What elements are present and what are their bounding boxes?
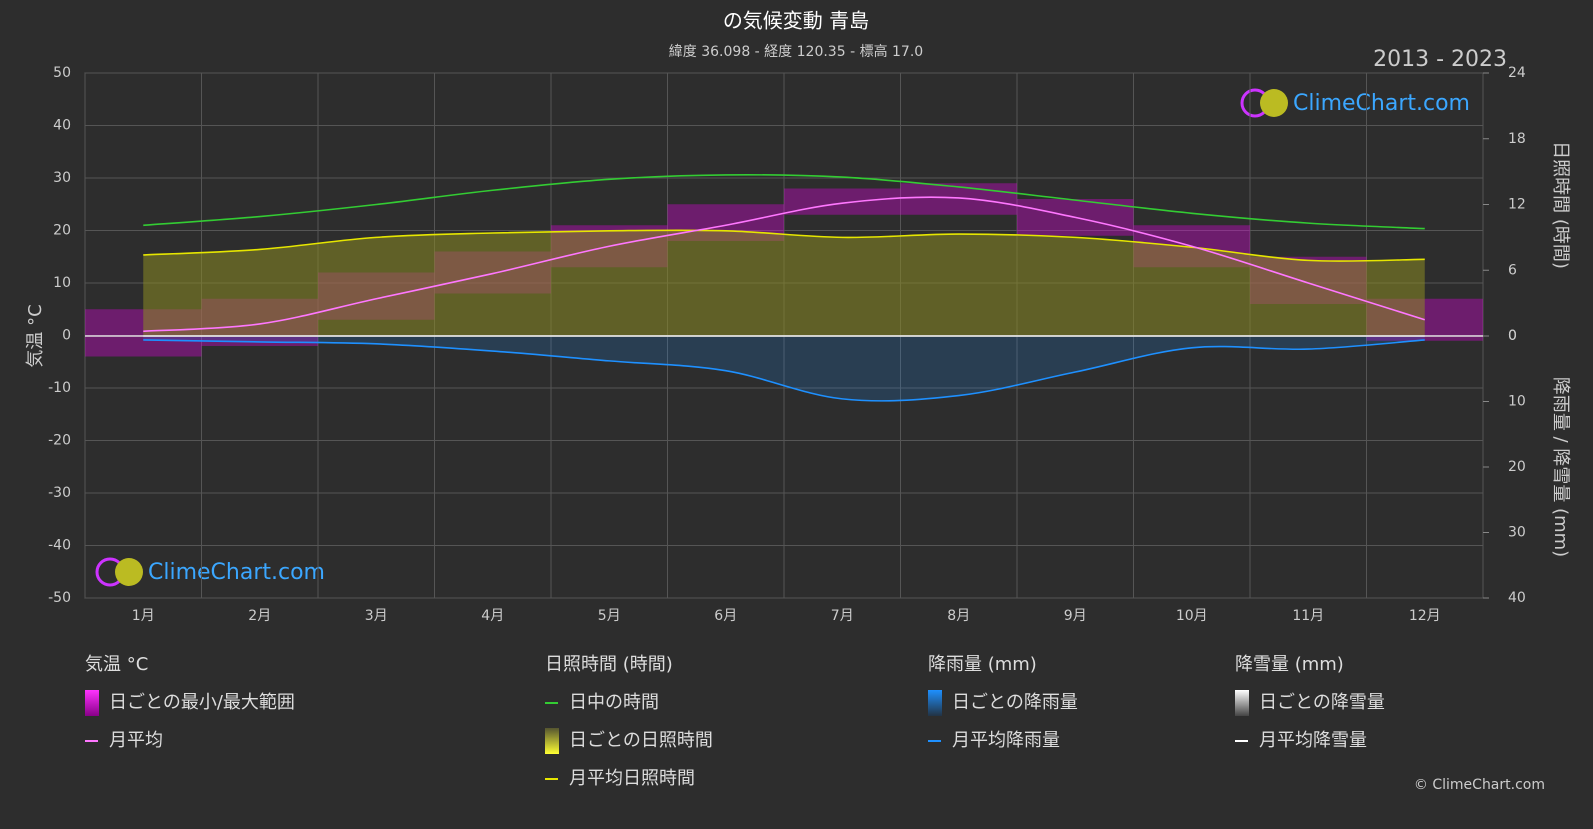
subtitle: 緯度 36.098 - 経度 120.35 - 標高 17.0 (669, 43, 923, 60)
logo-top: ClimeChart.com (1240, 88, 1470, 118)
series-line (143, 196, 1425, 333)
legend-title: 降雨量 (mm) (928, 654, 1037, 675)
chart-title: の気候変動 青島 (723, 9, 869, 33)
y-tick-label: 30 (53, 170, 71, 186)
legend-label: 日ごとの降雪量 (1259, 692, 1385, 713)
y-tick-label: 0 (62, 328, 71, 344)
series-line (143, 339, 1425, 402)
period: 2013 - 2023 (1373, 47, 1507, 72)
legend-swatch (1235, 690, 1249, 716)
x-tick-label: 12月 (1409, 608, 1441, 624)
temp-range (784, 188, 901, 215)
y-tick-label: -10 (48, 380, 71, 396)
legend-label: 日ごとの最小/最大範囲 (109, 692, 295, 713)
y3-tick-label: 0 (1508, 328, 1517, 344)
y-tick-label: 20 (53, 223, 71, 239)
legend-label: 月平均日照時間 (569, 768, 695, 789)
y-tick-label: 10 (53, 275, 71, 291)
x-tick-label: 8月 (947, 608, 970, 624)
x-tick-label: 3月 (365, 608, 388, 624)
legend-swatch (85, 690, 99, 716)
x-tick-label: 6月 (714, 608, 737, 624)
legend-label: 日ごとの降雨量 (952, 692, 1078, 713)
y2-tick-label: 6 (1508, 262, 1517, 278)
y3-tick-label: 40 (1508, 590, 1526, 606)
x-tick-label: 2月 (248, 608, 271, 624)
legend-label: 月平均降雪量 (1259, 730, 1367, 751)
temp-range (900, 183, 1017, 215)
legend-swatch (545, 728, 559, 754)
x-tick-label: 10月 (1176, 608, 1208, 624)
x-tick-label: 11月 (1292, 608, 1324, 624)
y3-tick-label: 10 (1508, 394, 1526, 410)
y-tick-label: 50 (53, 65, 71, 81)
legend-label: 月平均 (109, 730, 163, 751)
y3-axis-label: 降雨量 / 降雪量 (mm) (1550, 377, 1571, 557)
copyright: © ClimeChart.com (1414, 777, 1545, 793)
series-line (143, 229, 1425, 262)
legend-label: 日中の時間 (569, 692, 659, 713)
sunshine-area (143, 230, 1425, 336)
y2-tick-label: 0 (1508, 328, 1517, 344)
y-tick-label: -50 (48, 590, 71, 606)
legend-title: 気温 °C (85, 654, 148, 675)
y-tick-label: -30 (48, 485, 71, 501)
y2-tick-label: 24 (1508, 65, 1526, 81)
y-tick-label: -20 (48, 433, 71, 449)
y-axis-label: 気温 °C (25, 304, 46, 367)
x-tick-label: 4月 (481, 608, 504, 624)
logo-bottom: ClimeChart.com (95, 557, 325, 587)
y2-tick-label: 12 (1508, 197, 1526, 213)
y2-axis-label: 日照時間 (時間) (1550, 141, 1571, 269)
y-tick-label: -40 (48, 538, 71, 554)
x-tick-label: 7月 (831, 608, 854, 624)
watermark: ClimeChart.com (1293, 91, 1470, 116)
y3-tick-label: 20 (1508, 459, 1526, 475)
x-tick-label: 1月 (132, 608, 155, 624)
legend-label: 月平均降雨量 (952, 730, 1060, 751)
x-tick-label: 9月 (1064, 608, 1087, 624)
series-line (143, 174, 1425, 230)
rain-area (143, 336, 1425, 401)
legend-title: 日照時間 (時間) (545, 654, 673, 675)
legend-swatch (928, 690, 942, 716)
legend-label: 日ごとの日照時間 (569, 730, 713, 751)
watermark: ClimeChart.com (148, 560, 325, 585)
legend-title: 降雪量 (mm) (1235, 654, 1344, 675)
y-tick-label: 40 (53, 118, 71, 134)
y2-tick-label: 18 (1508, 131, 1526, 147)
x-tick-label: 5月 (598, 608, 621, 624)
y3-tick-label: 30 (1508, 525, 1526, 541)
